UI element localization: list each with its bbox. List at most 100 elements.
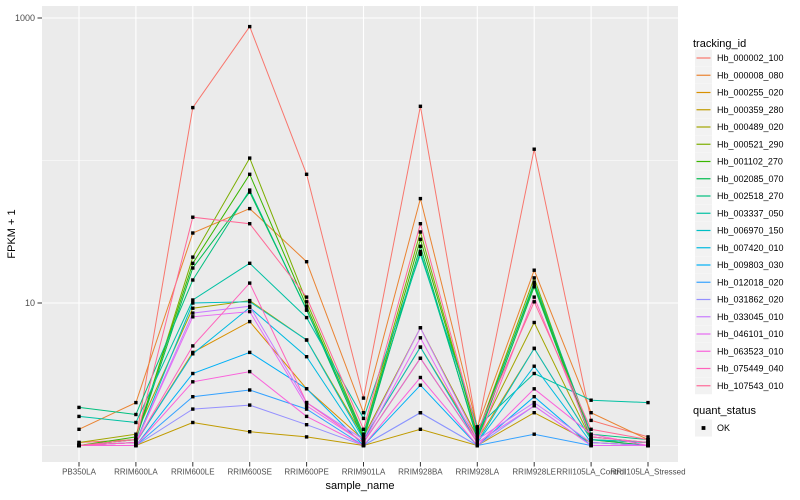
- data-point: [532, 371, 536, 376]
- legend-tracking-id: Hb_000002_100 Hb_000008_080 Hb_000255_020 H…: [695, 49, 784, 395]
- data-point: [646, 435, 650, 439]
- data-point: [248, 188, 252, 192]
- data-point: [304, 315, 309, 320]
- data-point: [134, 443, 138, 448]
- data-point: [248, 172, 252, 176]
- legend-item-label: Hb_000489_020: [717, 122, 784, 132]
- data-point: [418, 252, 423, 256]
- data-point: [304, 300, 309, 304]
- data-point: [191, 255, 195, 259]
- data-point: [304, 295, 309, 299]
- data-point: [532, 432, 536, 436]
- x-tick-label: RRIM600LE: [171, 468, 215, 477]
- legend-item-label: Hb_000255_020: [717, 88, 784, 98]
- data-point: [191, 344, 195, 348]
- legend-item-label: Hb_002085_070: [717, 174, 784, 184]
- x-tick-label: RRII105LA_Control: [556, 468, 626, 477]
- data-point: [134, 432, 138, 436]
- data-point: [191, 215, 195, 219]
- data-point: [532, 400, 536, 405]
- legend-item: Hb_031862_020: [695, 291, 784, 308]
- data-point: [418, 196, 423, 201]
- data-point: [532, 300, 536, 304]
- data-point: [77, 440, 81, 445]
- legend-item-label: Hb_002518_270: [717, 191, 784, 201]
- data-point: [248, 319, 252, 324]
- data-point: [191, 395, 195, 399]
- data-point: [134, 437, 138, 442]
- data-point: [134, 440, 138, 445]
- data-point: [418, 375, 423, 380]
- data-point: [532, 268, 536, 272]
- legend-item: Hb_033045_010: [695, 308, 784, 326]
- data-point: [418, 411, 423, 415]
- y-tick-label: 10: [25, 298, 35, 308]
- data-point: [589, 411, 593, 415]
- legend-item: Hb_001102_270: [695, 153, 783, 170]
- data-point: [248, 403, 252, 407]
- legend-item: Hb_000255_020: [695, 84, 784, 101]
- legend-quant-status: OK: [695, 419, 730, 437]
- data-point: [248, 281, 252, 285]
- legend-item: Hb_009803_030: [695, 256, 784, 274]
- legend-item-label: Hb_000359_280: [717, 105, 784, 115]
- data-point: [361, 427, 366, 431]
- x-tick-label: RRIM928BA: [398, 468, 443, 477]
- legend-item: Hb_002085_070: [695, 170, 784, 188]
- legend-item: Hb_003337_050: [695, 204, 784, 222]
- data-point: [475, 437, 479, 442]
- data-point: [77, 405, 81, 410]
- data-point: [248, 24, 252, 29]
- data-point: [248, 300, 252, 304]
- data-point: [418, 383, 423, 387]
- data-point: [134, 435, 138, 439]
- data-point: [646, 440, 650, 445]
- gridlines: [42, 6, 678, 462]
- data-point: [248, 261, 252, 265]
- legend-item-label: Hb_009803_030: [717, 260, 784, 270]
- legend-item-label: Hb_000521_290: [717, 139, 784, 149]
- data-point: [532, 295, 536, 299]
- data-point: [589, 432, 593, 436]
- data-point: [418, 237, 423, 241]
- data-point: [418, 326, 423, 330]
- data-point: [304, 414, 309, 419]
- legend-item-label: Hb_063523_010: [717, 346, 784, 356]
- data-point: [304, 407, 309, 411]
- legend-item-label: Hb_000008_080: [717, 70, 784, 80]
- legend-item: Hb_000489_020: [695, 118, 784, 136]
- legend-item-label: Hb_033045_010: [717, 312, 784, 322]
- data-point: [304, 387, 309, 391]
- data-point: [532, 320, 536, 325]
- x-tick-label: RRIM928LE: [512, 468, 556, 477]
- data-point: [304, 260, 309, 264]
- data-point: [532, 364, 536, 368]
- data-point: [248, 190, 252, 194]
- data-point: [191, 420, 195, 425]
- data-point: [361, 435, 366, 439]
- data-point: [361, 437, 366, 442]
- x-tick-labels: PB350LA RRIM600LA RRIM600LE RRIM600SE RRIM60…: [62, 468, 685, 477]
- data-point: [475, 440, 479, 445]
- legend-item: Hb_006970_150: [695, 222, 784, 239]
- legend-item-label: Hb_031862_020: [717, 295, 784, 305]
- data-point: [248, 304, 252, 308]
- legend-key-point: [701, 426, 706, 430]
- data-point: [589, 437, 593, 442]
- data-point: [304, 355, 309, 359]
- data-point: [418, 356, 423, 360]
- data-point: [191, 231, 195, 235]
- data-point: [248, 430, 252, 434]
- data-point: [191, 306, 195, 310]
- axis-ticks: [37, 17, 649, 467]
- data-point: [304, 423, 309, 427]
- data-point: [646, 443, 650, 448]
- data-point: [361, 432, 366, 436]
- data-point: [475, 427, 479, 431]
- legend-item-label: Hb_107543_010: [717, 381, 784, 391]
- plot-panel: [42, 6, 678, 462]
- x-tick-label: RRIM928LA: [456, 468, 500, 477]
- data-point: [248, 156, 252, 160]
